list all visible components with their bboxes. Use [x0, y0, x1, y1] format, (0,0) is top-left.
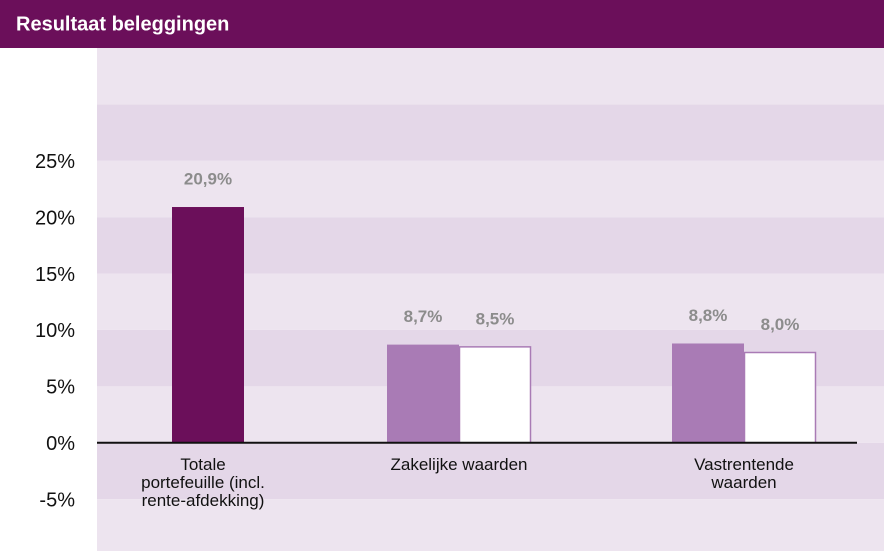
- y-tick-label: 5%: [46, 377, 75, 399]
- grid-band: [97, 499, 884, 551]
- value-label: 20,9%: [184, 170, 232, 189]
- value-label: 8,8%: [689, 306, 728, 325]
- grid-band: [97, 48, 884, 105]
- grid-band: [97, 442, 884, 500]
- bar: [387, 344, 459, 443]
- grid-band: [97, 104, 884, 161]
- value-label: 8,7%: [404, 307, 443, 326]
- y-tick-label: 20%: [35, 207, 75, 229]
- bar: [458, 346, 532, 444]
- x-tick-label: Zakelijke waarden: [390, 455, 528, 474]
- y-tick-label: 10%: [35, 320, 75, 342]
- x-tick-label: Vastrentende waarden: [694, 455, 794, 492]
- y-tick-label: 15%: [35, 264, 75, 286]
- value-label: 8,5%: [476, 309, 515, 328]
- chart-title: Resultaat beleggingen: [16, 13, 229, 35]
- y-tick-label: 0%: [46, 433, 75, 455]
- header: [0, 0, 884, 48]
- bar: [172, 207, 244, 443]
- y-tick-label: 25%: [35, 151, 75, 173]
- bar: [672, 343, 744, 443]
- value-label: 8,0%: [761, 315, 800, 334]
- bar: [743, 351, 817, 444]
- y-tick-label: -5%: [39, 489, 75, 511]
- x-tick-label: Totale portefeuille (incl. rente-afdekki…: [141, 455, 265, 510]
